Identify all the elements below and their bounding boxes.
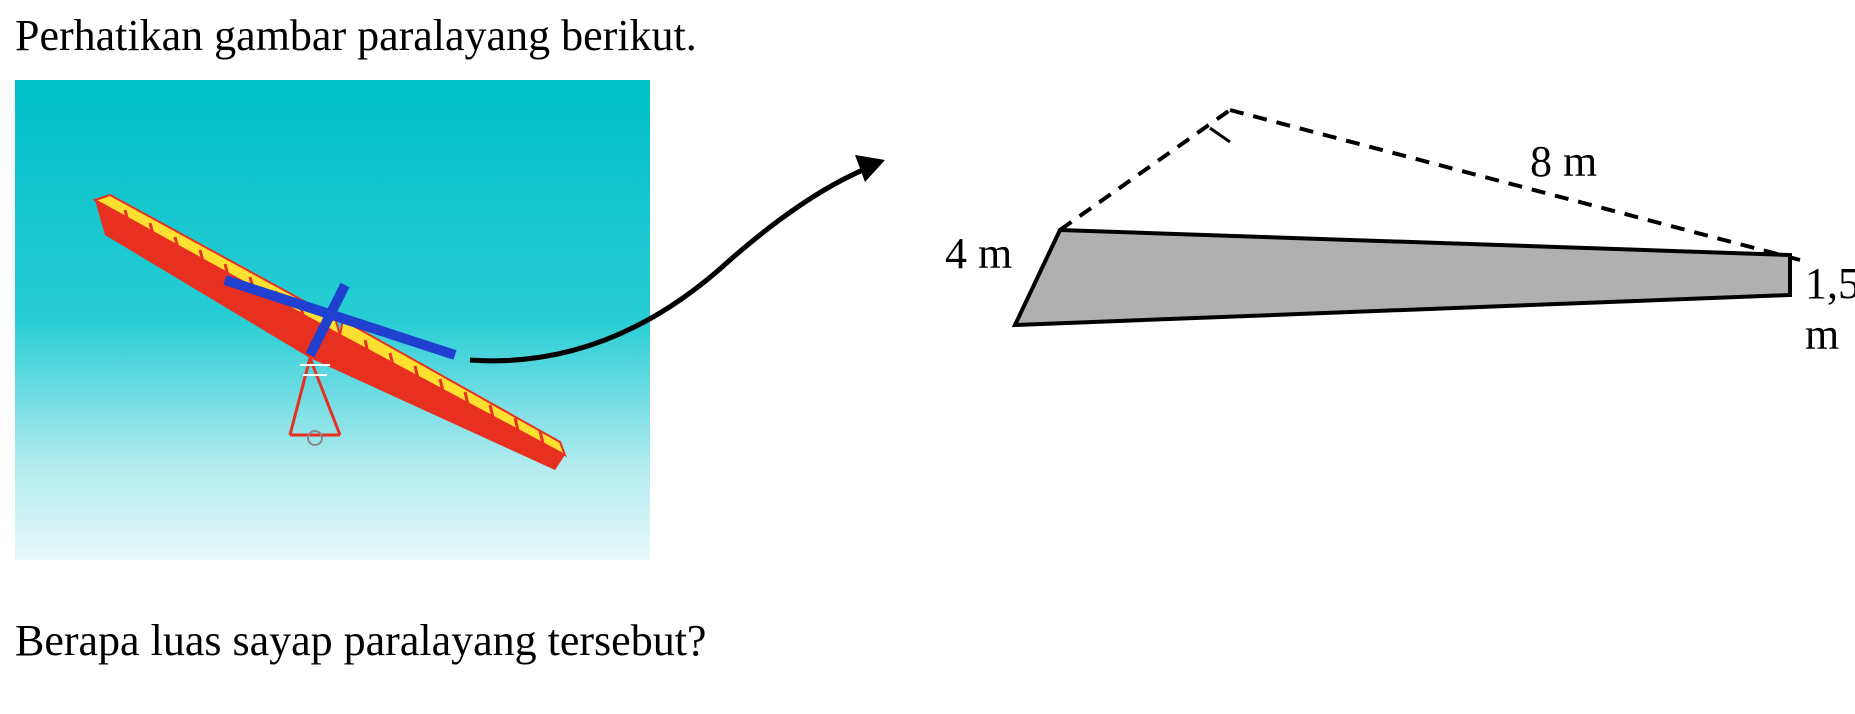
dimension-label-8m: 8 m xyxy=(1530,136,1597,187)
dimension-label-4m: 4 m xyxy=(945,228,1012,279)
question-text: Berapa luas sayap paralayang tersebut? xyxy=(15,615,706,666)
dimension-label-15m: 1,5 m xyxy=(1805,258,1855,360)
wing-diagram xyxy=(920,100,1840,380)
arrow-icon xyxy=(450,140,900,390)
instruction-text: Perhatikan gambar paralayang berikut. xyxy=(15,10,697,61)
